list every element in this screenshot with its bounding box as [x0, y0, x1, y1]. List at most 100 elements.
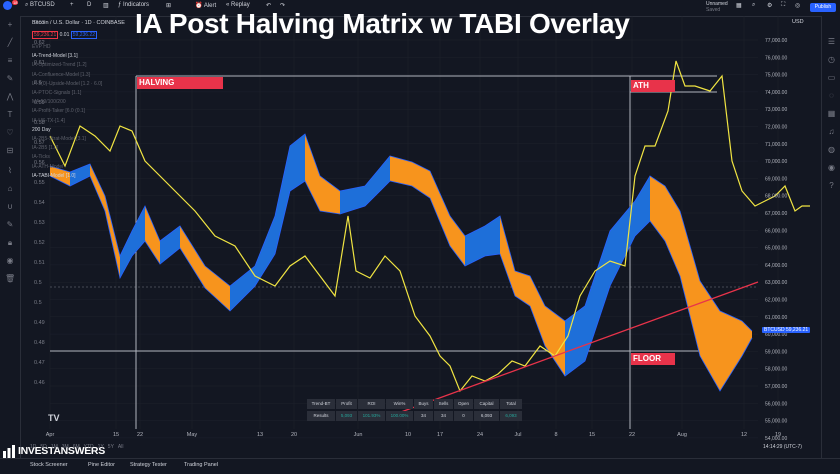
range-button[interactable]: 5Y: [107, 444, 114, 450]
x-axis-tick: 24: [477, 432, 483, 438]
indicator-item[interactable]: MA 50/100/200: [32, 99, 66, 106]
band-segment-orange: [305, 134, 320, 211]
ideas-icon[interactable]: ◌: [829, 91, 834, 100]
band-segment-blue: [565, 306, 585, 376]
pattern-icon[interactable]: ⋀: [6, 92, 14, 101]
crosshair-icon[interactable]: +: [7, 20, 13, 29]
text-icon[interactable]: T: [7, 110, 13, 119]
fib-icon[interactable]: ≡: [7, 56, 13, 65]
x-axis-tick: Jun: [354, 432, 363, 438]
range-button[interactable]: 5D: [40, 444, 47, 450]
avatar[interactable]: [3, 1, 12, 10]
band-segment-blue: [255, 216, 275, 286]
magnet-icon[interactable]: ∪: [7, 202, 13, 211]
publish-button[interactable]: Publish: [810, 3, 836, 12]
redo-icon[interactable]: ↷: [280, 3, 286, 9]
indicator-item[interactable]: IA-Ticks: [32, 154, 50, 161]
backtest-header-cell: Sells: [434, 399, 453, 409]
indicator-item[interactable]: IA-Profit-Taker [6.0 (0.1]: [32, 108, 86, 115]
video-title: IA Post Halving Matrix w TABI Overlay: [135, 8, 630, 39]
right-axis-tick: 73,000.00: [765, 107, 787, 113]
ath-label: ATH: [631, 80, 675, 92]
range-button[interactable]: All: [117, 444, 124, 450]
indicator-item[interactable]: IA-Confluence-Model [1.3]: [32, 71, 91, 78]
alarm-icon: ⏰: [195, 3, 203, 9]
symbol-search[interactable]: ⌕ BTCUSD: [25, 2, 55, 9]
bell-icon[interactable]: ♫: [828, 127, 835, 136]
backtest-header-cell: Capital: [474, 399, 499, 409]
fullscreen-icon[interactable]: ⛶: [781, 2, 786, 8]
indicator-item[interactable]: IA-TABI-Model [1.0]: [32, 172, 76, 179]
menu-button[interactable]: 18: [3, 0, 19, 12]
camera-icon[interactable]: ◎: [795, 3, 801, 9]
lock-drawing-icon[interactable]: ✎: [6, 220, 14, 229]
symbol-legend[interactable]: Bitcoin / U.S. Dollar · 1D · COINBASE: [32, 20, 125, 26]
alerts-clock-icon[interactable]: ◷: [828, 55, 835, 64]
eye-icon[interactable]: ◉: [6, 256, 14, 265]
layout-name[interactable]: Unnamed Saved: [706, 1, 728, 13]
range-button[interactable]: 1Y: [97, 444, 104, 450]
top-toolbar: 18 ⌕ BTCUSD + D ▥ ƒ Indicators ⊞ ⏰ Alert…: [0, 0, 840, 17]
community-icon[interactable]: ◍: [828, 145, 835, 154]
help-icon[interactable]: ?: [829, 181, 834, 190]
indicator-item[interactable]: IA-2B5 [1.0]: [32, 145, 59, 152]
calendar-icon[interactable]: ▦: [827, 109, 836, 118]
compare-button[interactable]: +: [70, 2, 74, 8]
watchlist-icon[interactable]: ☰: [827, 37, 836, 46]
trendline-icon[interactable]: ╱: [7, 38, 13, 47]
indicator-item[interactable]: IA-Trend-Model [3.1]: [32, 53, 78, 60]
indicators-button[interactable]: ƒ Indicators: [118, 2, 149, 8]
price-chart[interactable]: 0.630.620.610.60.590.580.570.560.550.540…: [20, 16, 816, 442]
trash-icon[interactable]: 🗑︎: [5, 274, 16, 283]
settings-icon[interactable]: ⚙: [767, 3, 773, 9]
interval-button[interactable]: D: [87, 2, 92, 8]
backtest-header-cell: Win%: [386, 399, 413, 409]
buy-price[interactable]: 59,236.22: [70, 31, 98, 39]
tab-trading-panel[interactable]: Trading Panel: [184, 462, 219, 468]
indicator-item[interactable]: IA-2B5-Strat-Model [3.1]: [32, 136, 86, 142]
currency-label[interactable]: USD: [792, 19, 804, 25]
alert-label: Alert: [203, 3, 217, 9]
lock-icon[interactable]: 🔒︎: [7, 238, 13, 247]
range-button[interactable]: 1D: [30, 444, 37, 450]
indicator-item[interactable]: IA-3(0)-Upside-Model [1.2 · 6.0]: [32, 80, 103, 87]
spread: 0.01: [59, 32, 70, 38]
range-button[interactable]: 6M: [72, 444, 80, 450]
indicator-item[interactable]: IA-PTOC-Signals [1.1]: [32, 90, 82, 96]
range-button[interactable]: 1M: [50, 444, 58, 450]
layout-grid-icon[interactable]: ▦: [736, 3, 742, 9]
left-axis-tick: 0.57: [34, 140, 45, 146]
ruler-icon[interactable]: ⌇: [8, 166, 12, 175]
yellow-line: [49, 60, 810, 393]
brush-icon[interactable]: ✎: [6, 74, 14, 83]
indicator-item[interactable]: EVP HD: [32, 44, 51, 50]
tab-stock-screener[interactable]: Stock Screener: [30, 462, 68, 468]
replay-button[interactable]: « Replay: [226, 2, 250, 8]
indicator-item[interactable]: IA-Optimized-Trend [1.2]: [32, 62, 87, 69]
measure-icon[interactable]: ⊟: [6, 146, 14, 155]
indicator-item[interactable]: IA-US-TX-[1.4]: [32, 117, 65, 124]
clock[interactable]: 14:14:29 (UTC-7): [763, 444, 802, 450]
backtest-table: Trend-BT Profit ROI Win% Buys Sells Open Capita…: [307, 399, 523, 423]
right-axis-tick: 76,000.00: [765, 55, 787, 61]
indicator-item[interactable]: IA-ATH-Model: [32, 163, 64, 170]
alert-button[interactable]: ⏰ Alert: [195, 2, 216, 9]
indicator-item[interactable]: 200 Day: [32, 126, 51, 133]
band-segment-orange: [665, 186, 680, 276]
search-icon[interactable]: ⌕: [752, 2, 756, 8]
band-segment-orange: [450, 216, 465, 266]
undo-icon[interactable]: ↶: [266, 3, 272, 9]
favorites-icon[interactable]: ♡: [6, 128, 14, 137]
tab-strategy-tester[interactable]: Strategy Tester: [130, 462, 167, 468]
chart-type-icon[interactable]: ▥: [103, 3, 109, 9]
templates-icon[interactable]: ⊞: [166, 3, 172, 9]
sell-price[interactable]: 59,236.21: [32, 31, 59, 39]
range-button[interactable]: YTD: [83, 444, 94, 450]
chat-icon[interactable]: ▭: [827, 73, 836, 82]
left-axis-tick: 0.63: [34, 20, 45, 26]
home-icon[interactable]: ⌂: [7, 184, 13, 193]
tab-pine-editor[interactable]: Pine Editor: [88, 462, 115, 468]
notifications-icon[interactable]: ◉: [828, 163, 835, 172]
band-segment-blue: [465, 226, 485, 266]
range-button[interactable]: 3M: [61, 444, 69, 450]
